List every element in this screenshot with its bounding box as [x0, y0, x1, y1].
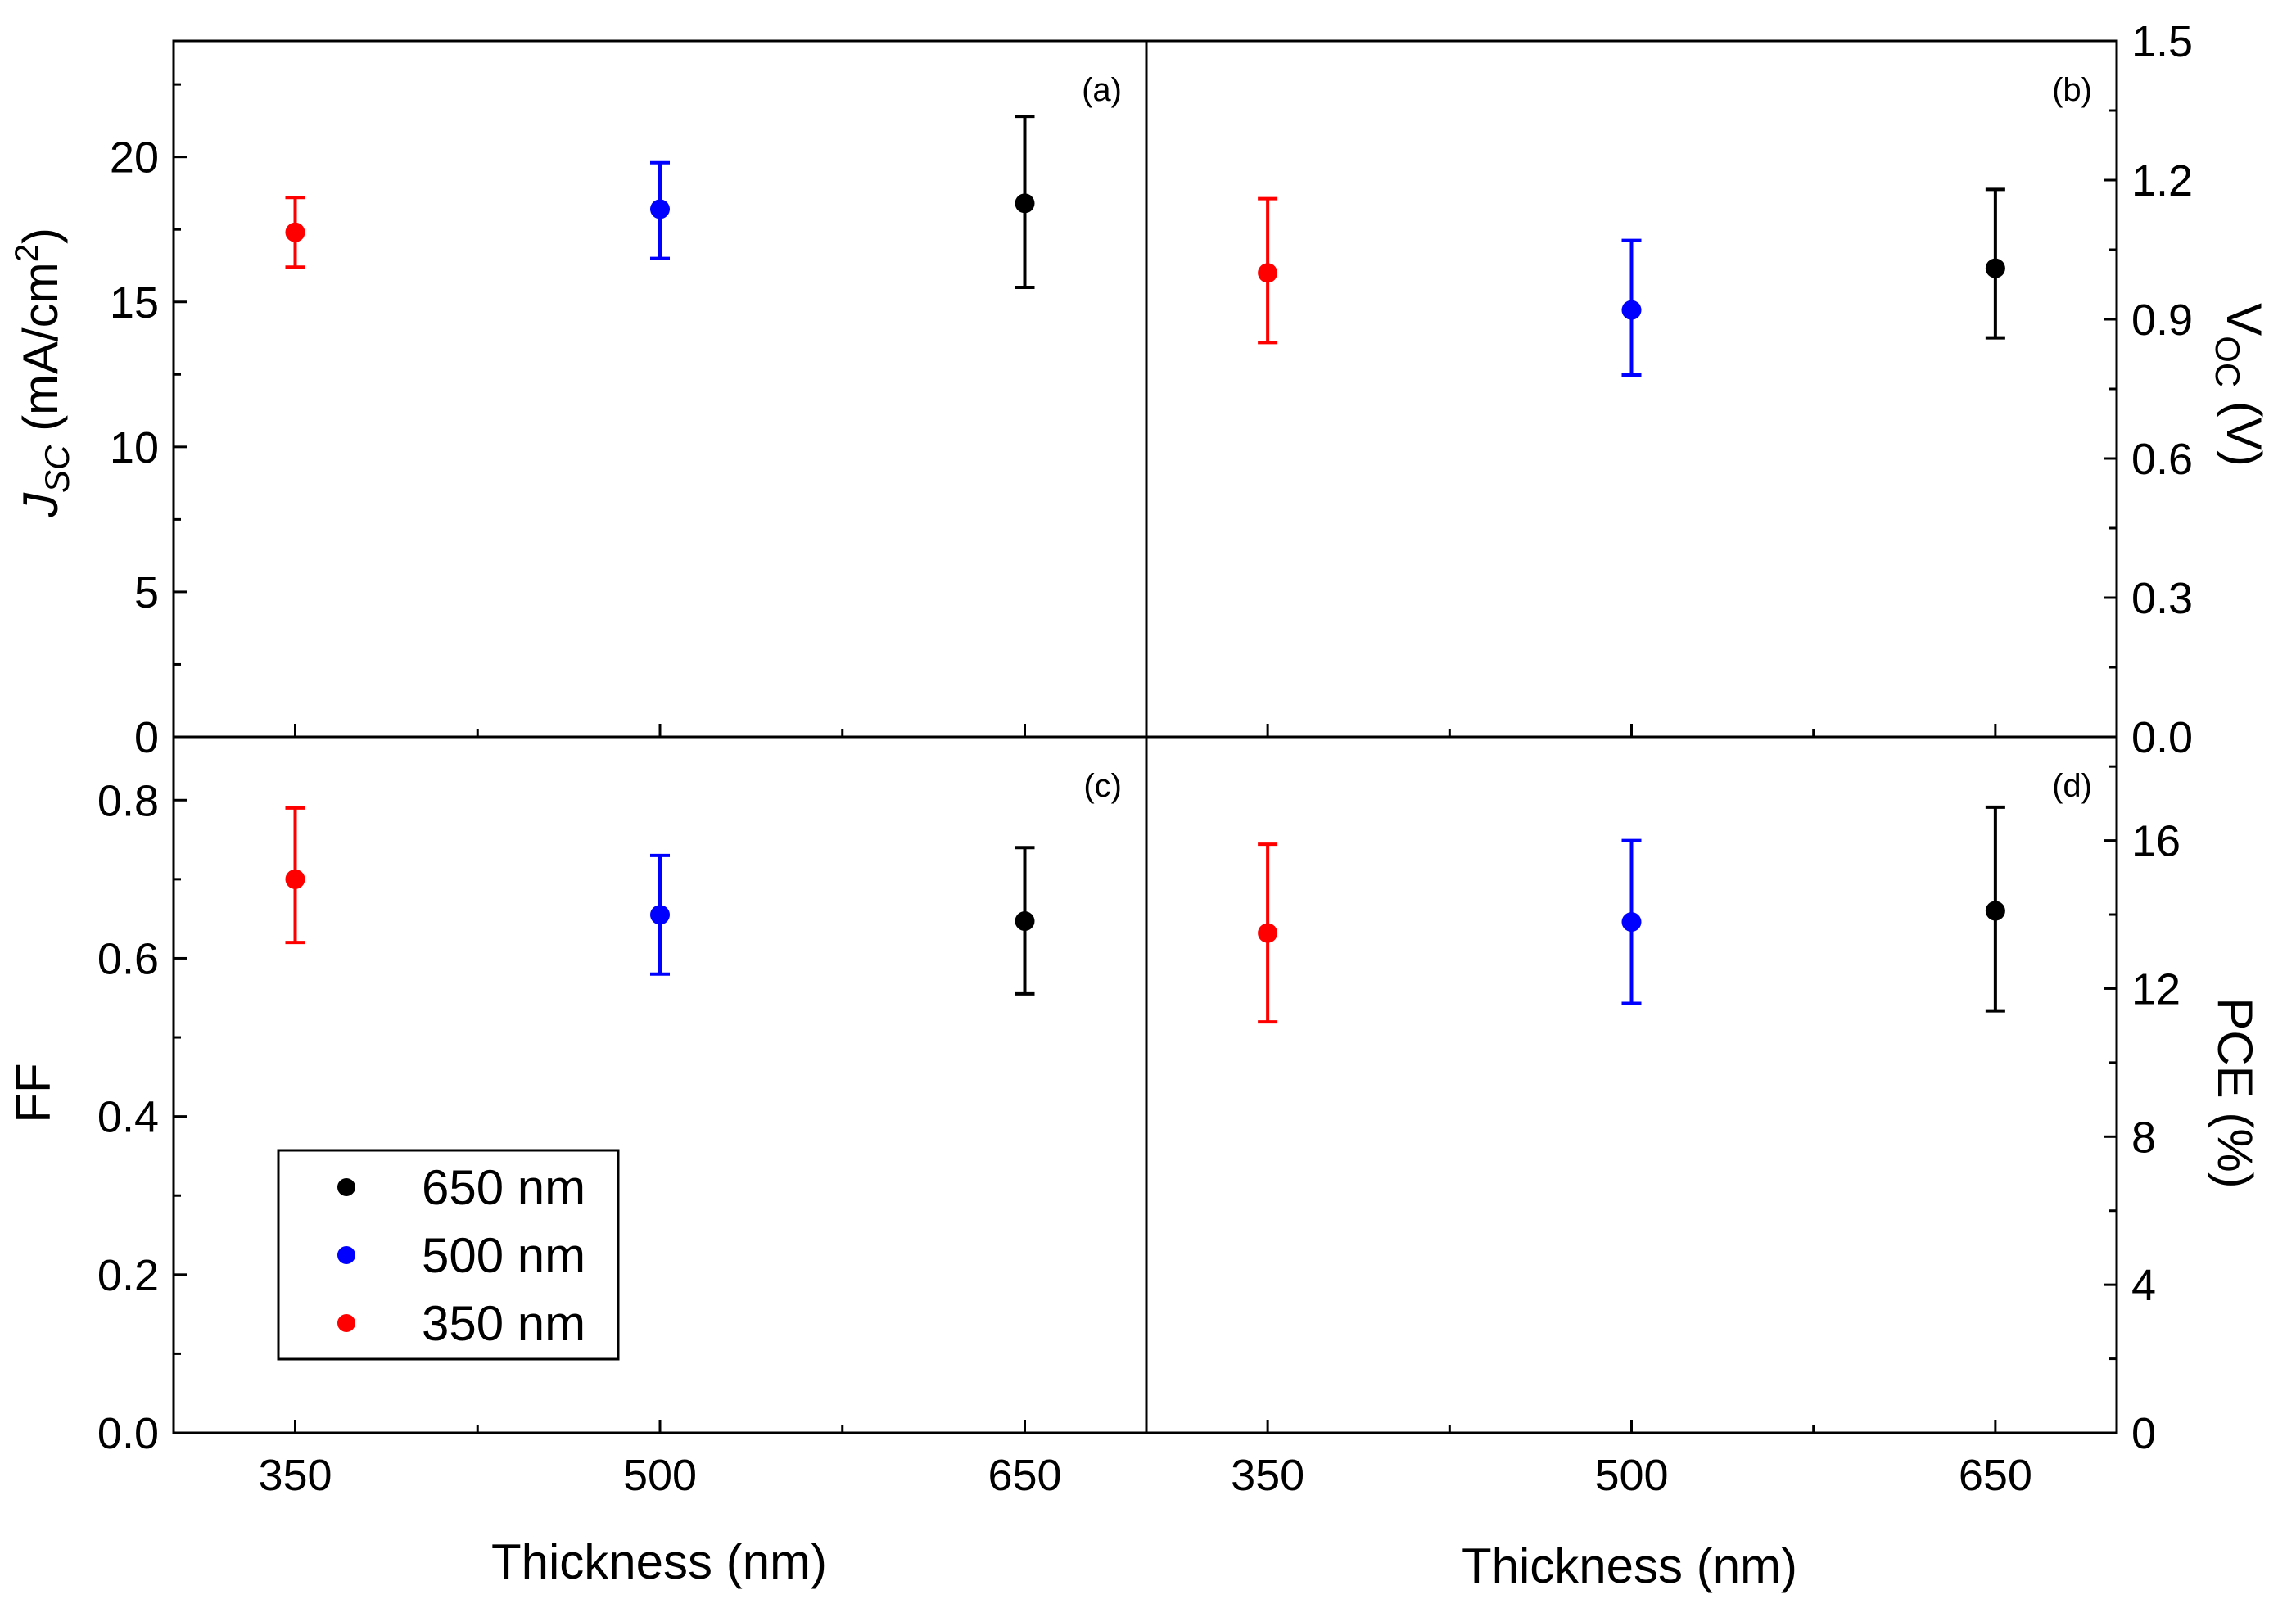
y-axis-title-ff: FF [6, 1063, 61, 1122]
data-point-d-650 [1985, 901, 2005, 921]
data-point-d-500 [1621, 912, 1642, 933]
jsc-subscript: SC [38, 445, 76, 493]
panel-tag-b: (b) [2052, 72, 2092, 108]
jsc-symbol: J [13, 492, 68, 518]
x-tick-label-c: 650 [988, 1451, 1061, 1500]
y-tick-label-c: 0.8 [97, 776, 159, 825]
y-tick-label-c: 0.6 [97, 934, 159, 983]
y-tick-label-d: 8 [2131, 1113, 2156, 1162]
y-tick-label-b: 0.3 [2131, 574, 2193, 623]
legend-marker-350 [337, 1314, 355, 1332]
legend-marker-650 [337, 1178, 355, 1196]
y-axis-title-voc: VOC (V) [2208, 303, 2271, 467]
x-tick-label-d: 350 [1231, 1451, 1304, 1500]
y-tick-label-a: 20 [110, 133, 159, 183]
x-tick-label-d: 650 [1959, 1451, 2032, 1500]
y-tick-label-b: 1.2 [2131, 156, 2193, 206]
voc-unit: (V) [2217, 387, 2271, 467]
voc-subscript: OC [2208, 336, 2247, 387]
legend-marker-500 [337, 1246, 355, 1264]
y-tick-label-a: 15 [110, 278, 159, 327]
y-tick-label-b: 1.5 [2131, 17, 2193, 66]
y-tick-label-b: 0.9 [2131, 296, 2193, 345]
y-tick-label-a: 0 [134, 713, 159, 762]
y-tick-label-c: 0.2 [97, 1251, 159, 1300]
jsc-unit: (mA/cm [13, 262, 68, 445]
legend: 650 nm 500 nm 350 nm [277, 1149, 620, 1361]
data-point-b-500 [1621, 300, 1642, 320]
data-point-b-650 [1985, 258, 2005, 278]
plot-root: 0 5 10 15 20 (a) 0.0 0.3 0.6 0.9 1.2 1.5 (b) 0.0 0.2 0.… [97, 17, 2193, 1500]
data-point-b-350 [1258, 263, 1278, 283]
data-point-a-350 [285, 222, 305, 242]
y-tick-label-b: 0.0 [2131, 713, 2193, 762]
x-tick-label-c: 500 [623, 1451, 697, 1500]
panel-tag-c: (c) [1083, 768, 1122, 804]
jsc-unit-close: ) [13, 228, 68, 244]
panel-tag-a: (a) [1082, 72, 1122, 108]
panel-tag-d: (d) [2052, 768, 2092, 804]
x-tick-label-d: 500 [1594, 1451, 1668, 1500]
y-tick-label-d: 0 [2131, 1409, 2156, 1458]
legend-label-500: 500 nm [422, 1228, 585, 1283]
x-axis-title-right: Thickness (nm) [1462, 1538, 1797, 1593]
y-tick-label-b: 0.6 [2131, 435, 2193, 484]
data-point-a-650 [1015, 193, 1035, 214]
x-axis-title-left: Thickness (nm) [491, 1534, 827, 1589]
y-axis-title-jsc: JSC (mA/cm2) [9, 228, 76, 518]
data-point-d-350 [1258, 923, 1278, 943]
legend-label-350: 350 nm [422, 1296, 585, 1351]
legend-label-650: 650 nm [422, 1160, 585, 1215]
y-tick-label-c: 0.4 [97, 1093, 159, 1142]
y-axis-title-pce: PCE (%) [2208, 997, 2262, 1188]
y-tick-label-c: 0.0 [97, 1409, 159, 1458]
x-tick-label-c: 350 [258, 1451, 332, 1500]
y-tick-label-d: 16 [2131, 817, 2181, 866]
y-tick-label-d: 4 [2131, 1261, 2156, 1310]
voc-symbol: V [2217, 303, 2271, 336]
jsc-unit-exponent: 2 [9, 244, 45, 262]
data-point-c-350 [285, 869, 305, 889]
data-point-c-500 [650, 905, 670, 925]
y-tick-label-d: 12 [2131, 964, 2181, 1014]
y-tick-label-a: 10 [110, 423, 159, 472]
legend-box [277, 1149, 620, 1361]
y-tick-label-a: 5 [134, 568, 159, 617]
data-point-a-500 [650, 199, 670, 219]
data-point-c-650 [1015, 911, 1035, 932]
